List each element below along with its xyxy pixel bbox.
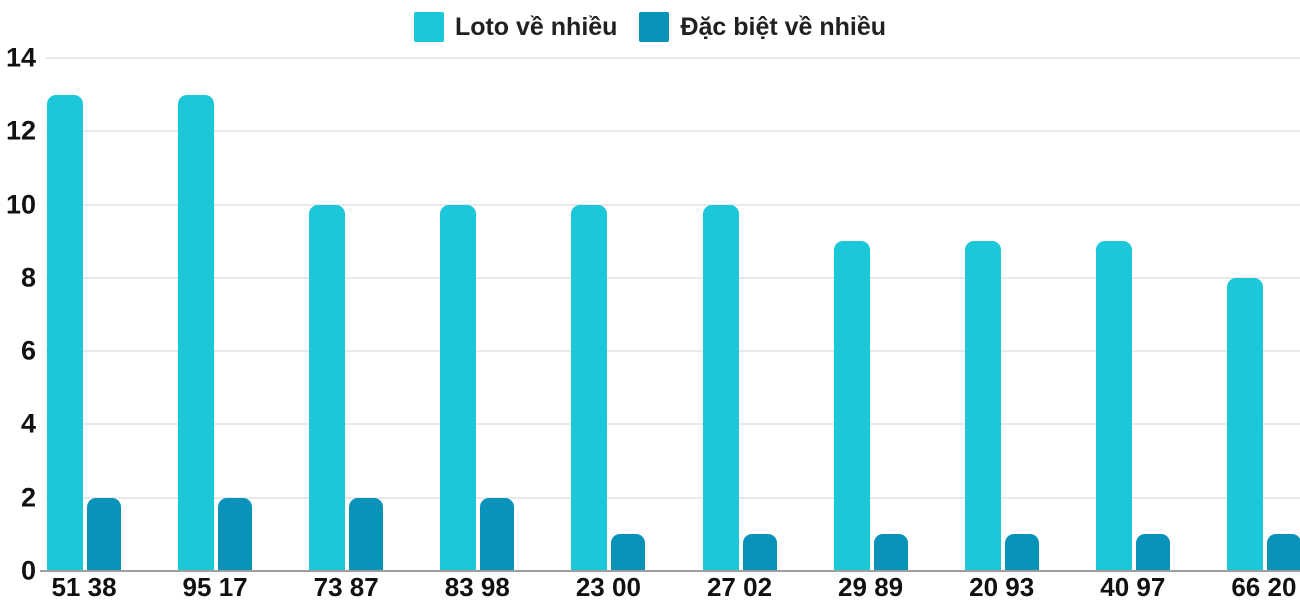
loto-bar[interactable] (309, 204, 346, 571)
dacbiet-series-swatch-icon (639, 12, 670, 42)
gridline (46, 423, 1300, 426)
dacbiet-bar[interactable] (349, 497, 384, 571)
gridline (46, 350, 1300, 353)
bar-group (1226, 277, 1300, 571)
bar-group (440, 204, 515, 571)
gridline (46, 496, 1300, 499)
bar-group (964, 241, 1039, 571)
y-axis-tick-label: 8 (20, 262, 36, 293)
loto-bar[interactable] (964, 241, 1001, 571)
dacbiet-bar[interactable] (873, 534, 908, 571)
bar-group (702, 204, 777, 571)
y-axis-tick-label: 0 (20, 555, 36, 586)
dacbiet-bar[interactable] (742, 534, 777, 571)
loto-bar[interactable] (571, 204, 608, 571)
loto-bar[interactable] (833, 241, 870, 571)
legend-item-loto[interactable]: Loto về nhiều (413, 12, 618, 42)
loto-series-swatch-icon (413, 12, 444, 42)
gridline (46, 276, 1300, 279)
bar-group (571, 204, 646, 571)
legend: Loto về nhiều Đặc biệt về nhiều (0, 12, 1300, 42)
x-axis-category-label: 51 38 (51, 572, 117, 600)
dacbiet-bar[interactable] (1266, 534, 1300, 571)
legend-item-dacbiet[interactable]: Đặc biệt về nhiều (639, 12, 886, 42)
loto-bar[interactable] (440, 204, 477, 571)
legend-label-loto: Loto về nhiều (454, 13, 618, 41)
y-axis-tick-label: 10 (5, 189, 36, 220)
x-axis-category-label: 83 98 (444, 572, 510, 600)
bar-group (309, 204, 384, 571)
x-axis-category-label: 66 20 (1231, 572, 1297, 600)
x-axis-category-label: 27 02 (706, 572, 773, 600)
gridline (46, 57, 1300, 59)
loto-bar[interactable] (1095, 241, 1132, 571)
dacbiet-bar[interactable] (87, 497, 121, 571)
y-axis-tick-label: 14 (5, 42, 36, 73)
loto-bar[interactable] (178, 94, 215, 571)
x-axis-category-label: 23 00 (575, 572, 641, 600)
gridline (46, 203, 1300, 206)
x-axis-line (40, 570, 1300, 572)
y-axis-tick-label: 2 (20, 482, 36, 513)
y-axis-tick-label: 6 (20, 335, 36, 366)
legend-label-dacbiet: Đặc biệt về nhiều (680, 13, 887, 41)
bar-group (1095, 241, 1170, 571)
bar-group (833, 241, 908, 571)
gridline (46, 130, 1300, 133)
x-axis-category-label: 40 97 (1100, 572, 1166, 600)
dacbiet-bar[interactable] (480, 497, 515, 571)
dacbiet-bar[interactable] (611, 534, 646, 571)
y-axis-tick-label: 4 (20, 408, 36, 439)
loto-bar[interactable] (702, 204, 739, 571)
x-axis-category-label: 95 17 (182, 572, 248, 600)
x-axis-category-label: 29 89 (838, 572, 904, 600)
dacbiet-bar[interactable] (218, 497, 253, 571)
bar-group (178, 94, 253, 571)
y-axis-tick-label: 12 (5, 115, 36, 146)
dacbiet-bar[interactable] (1135, 534, 1170, 571)
loto-bar[interactable] (1226, 277, 1263, 571)
dacbiet-bar[interactable] (1004, 534, 1039, 571)
x-axis-category-label: 73 87 (313, 572, 379, 600)
bar-group (47, 94, 121, 571)
loto-bar[interactable] (47, 94, 83, 571)
x-axis-category-label: 20 93 (969, 572, 1035, 600)
